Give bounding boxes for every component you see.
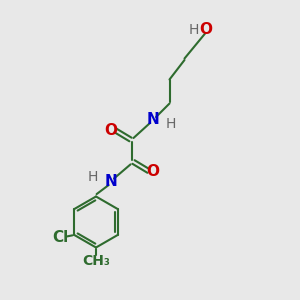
Text: O: O (146, 164, 160, 178)
Text: N: N (105, 174, 117, 189)
Text: O: O (104, 123, 118, 138)
Text: H: H (166, 118, 176, 131)
Text: O: O (199, 22, 212, 38)
Text: Cl: Cl (52, 230, 68, 245)
Text: H: H (88, 170, 98, 184)
Text: CH₃: CH₃ (82, 254, 110, 268)
Text: N: N (147, 112, 159, 128)
Text: H: H (188, 23, 199, 37)
